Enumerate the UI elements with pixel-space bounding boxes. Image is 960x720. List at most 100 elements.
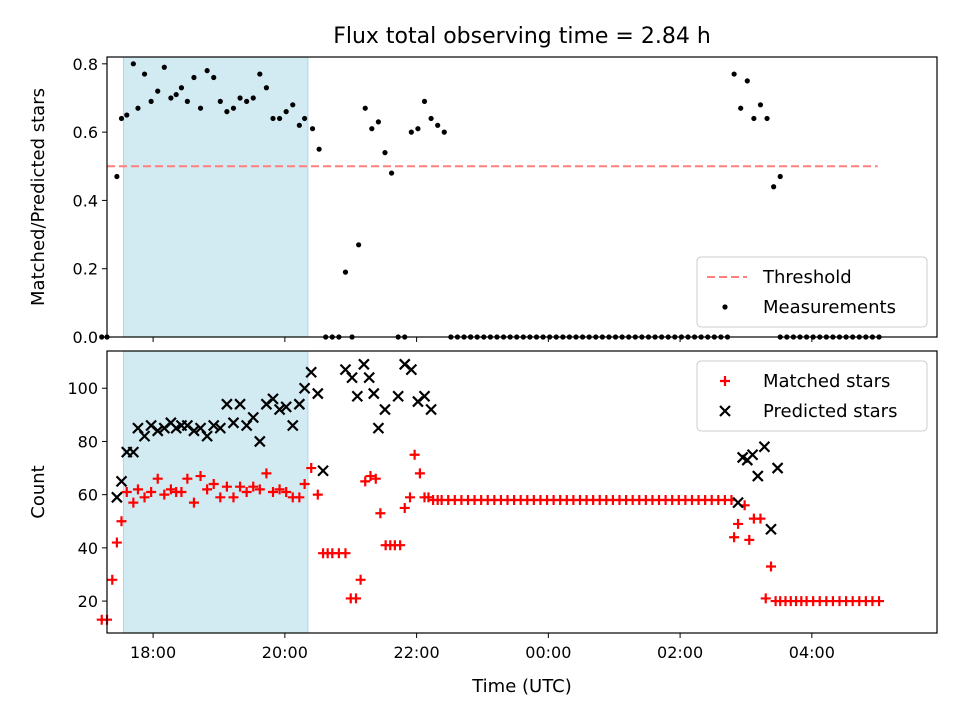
data-point [148,98,154,104]
data-point [176,487,187,497]
data-point [228,492,239,503]
data-point [201,430,213,442]
data-point [409,449,420,460]
data-point [250,95,256,101]
series-predicted-stars [111,358,784,536]
data-point [290,102,296,108]
data-point [254,435,266,448]
legend-label: Predicted stars [763,401,897,422]
data-point [414,468,425,479]
data-point [281,487,292,497]
data-point [360,476,371,487]
data-point [372,422,385,434]
data-point [268,487,278,497]
data-point [214,422,227,434]
data-point [270,115,276,122]
data-point [392,390,404,403]
data-point [363,371,375,384]
data-point [428,115,434,122]
data-point [235,481,246,492]
data-point [132,484,143,495]
data-point [340,548,351,559]
y-tick-label: 100 [67,379,98,398]
legend-swatch [720,376,730,386]
x-tick-label: 22:00 [394,643,440,662]
y-tick-label: 0.2 [73,260,98,279]
data-point [369,126,375,132]
data-point [227,417,240,429]
y-tick-label: 40 [78,539,98,558]
data-point [159,489,170,500]
data-point [732,496,744,509]
data-point [752,470,764,482]
data-point [161,64,167,70]
data-point [207,419,220,432]
data-point [441,129,447,135]
data-point [312,489,323,500]
data-point [302,115,308,122]
data-point [346,371,358,384]
data-point [152,473,163,484]
data-point [273,403,286,416]
data-point [191,74,197,81]
data-point [293,398,306,410]
data-point [124,112,130,118]
data-point [395,540,406,551]
data-point [215,492,226,503]
data-point [305,366,317,379]
data-point [312,387,324,400]
data-point [274,484,285,495]
data-point [777,173,783,180]
data-point [283,109,289,115]
legend-label: Matched stars [763,371,890,392]
data-point [217,98,223,104]
data-point [388,170,395,176]
data-point [241,487,252,497]
data-point [221,481,232,492]
x-tick-label: 00:00 [525,643,571,662]
data-point [771,462,784,474]
data-point [760,593,771,604]
y-axis-label: Count [28,465,49,518]
data-point [399,502,410,513]
x-tick-label: 02:00 [657,643,703,662]
data-point [425,403,437,416]
data-point [362,105,368,111]
data-point [141,71,148,77]
data-point [408,129,414,135]
data-point [173,91,179,98]
data-point [202,484,213,495]
data-point [415,126,421,132]
data-point [365,471,376,482]
data-point [168,95,174,101]
legend-label: Threshold [762,267,852,288]
data-point [280,401,292,413]
data-point [755,513,766,524]
bottom-panel: 20 40 60 80 100 18:00 20:00 22:00 00:00 02:00 04:0… [28,350,938,662]
data-point [114,173,120,180]
data-point [244,98,250,104]
data-point [744,78,750,84]
legend-swatch [722,304,728,310]
data-point [184,98,190,104]
y-tick-label: 0.6 [73,123,98,142]
axes-frame [106,56,938,338]
data-point [230,105,237,111]
data-point [368,387,380,400]
data-point [298,382,311,395]
legend-box [696,256,928,328]
data-point [299,479,310,490]
data-point [151,425,164,437]
data-point [178,85,185,91]
data-point [751,115,757,122]
data-point [116,516,127,527]
y-tick-label: 0.0 [73,328,98,347]
data-point [738,105,744,111]
data-point [195,471,206,482]
top-panel: 0.0 0.2 0.4 0.6 0.8 Matched/Predicted stars Th… [28,55,938,347]
data-point [115,475,128,488]
data-point [729,532,740,543]
data-point [370,473,381,484]
data-point [204,68,210,74]
data-point [139,492,150,503]
